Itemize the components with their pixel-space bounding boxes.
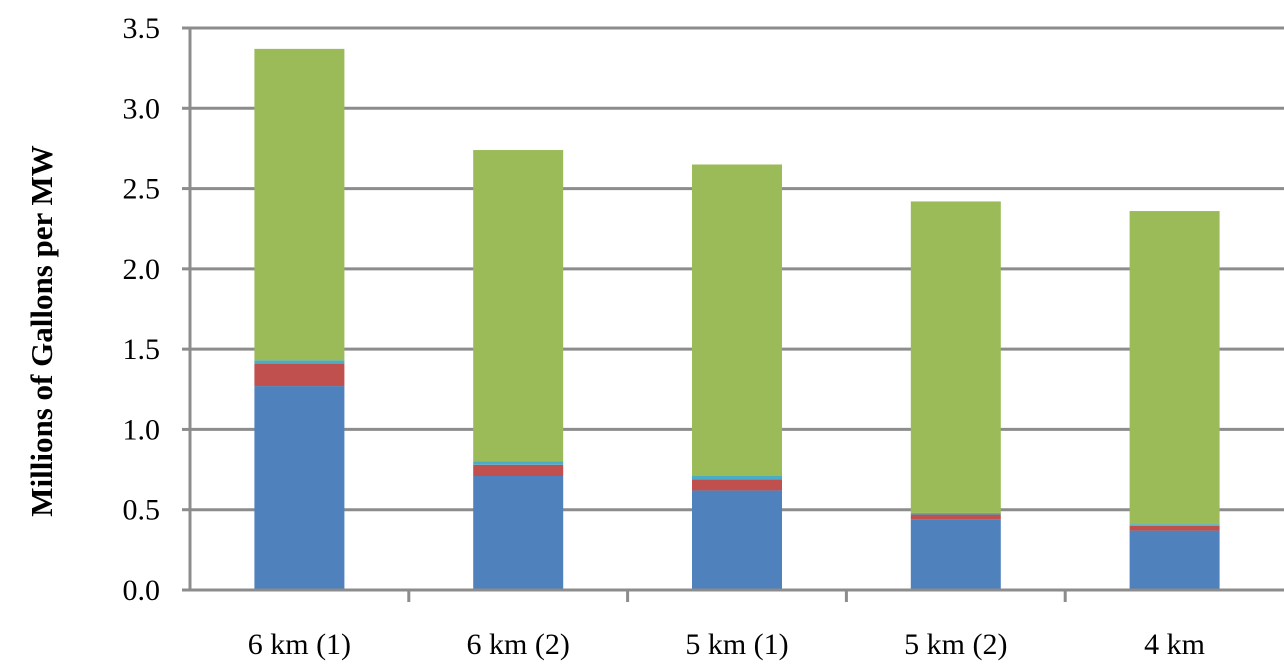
x-category-label: 6 km (2) bbox=[467, 628, 570, 661]
y-tick-label: 3.5 bbox=[123, 12, 161, 45]
y-tick-label: 0.5 bbox=[123, 494, 161, 527]
x-tick-labels: 6 km (1) 6 km (2) 5 km (1) 5 km (2) 4 km bbox=[248, 628, 1205, 661]
y-tick-label: 3.0 bbox=[123, 92, 161, 125]
bar-segment bbox=[1129, 524, 1220, 526]
bar-segment bbox=[910, 514, 1001, 520]
y-tick-label: 2.0 bbox=[123, 253, 161, 286]
bar-segment bbox=[692, 490, 782, 590]
bar-segment bbox=[692, 475, 782, 480]
bar-segment bbox=[254, 363, 345, 387]
x-category-label: 6 km (1) bbox=[248, 628, 351, 661]
bar-segment bbox=[692, 479, 782, 491]
y-tick-label: 1.5 bbox=[123, 333, 161, 366]
axes bbox=[182, 26, 1284, 602]
bar-segment bbox=[910, 201, 1001, 513]
bar-segment bbox=[254, 386, 345, 590]
bar-segment bbox=[473, 150, 564, 462]
y-tick-label: 1.0 bbox=[123, 413, 161, 446]
y-tick-label: 2.5 bbox=[123, 173, 161, 206]
bars bbox=[254, 48, 1220, 590]
bar-segment bbox=[1129, 211, 1220, 525]
bar-segment bbox=[692, 164, 782, 476]
y-tick-label: 0.0 bbox=[123, 574, 161, 607]
x-category-label: 5 km (1) bbox=[685, 628, 788, 661]
y-axis-title: Millions of Gallons per MW bbox=[24, 145, 59, 516]
bar-segment bbox=[1129, 525, 1220, 531]
y-tick-labels: 0.0 0.5 1.0 1.5 2.0 2.5 3.0 3.5 bbox=[123, 12, 161, 607]
bar-segment bbox=[473, 464, 564, 476]
bar-segment bbox=[473, 461, 564, 465]
bar-segment bbox=[910, 519, 1001, 590]
bar-segment bbox=[473, 475, 564, 590]
bar-segment bbox=[1129, 530, 1220, 590]
bar-segment bbox=[254, 360, 345, 364]
x-category-label: 4 km bbox=[1144, 628, 1205, 661]
bar-segment bbox=[254, 48, 345, 361]
x-category-label: 5 km (2) bbox=[904, 628, 1007, 661]
bar-segment bbox=[910, 512, 1001, 515]
